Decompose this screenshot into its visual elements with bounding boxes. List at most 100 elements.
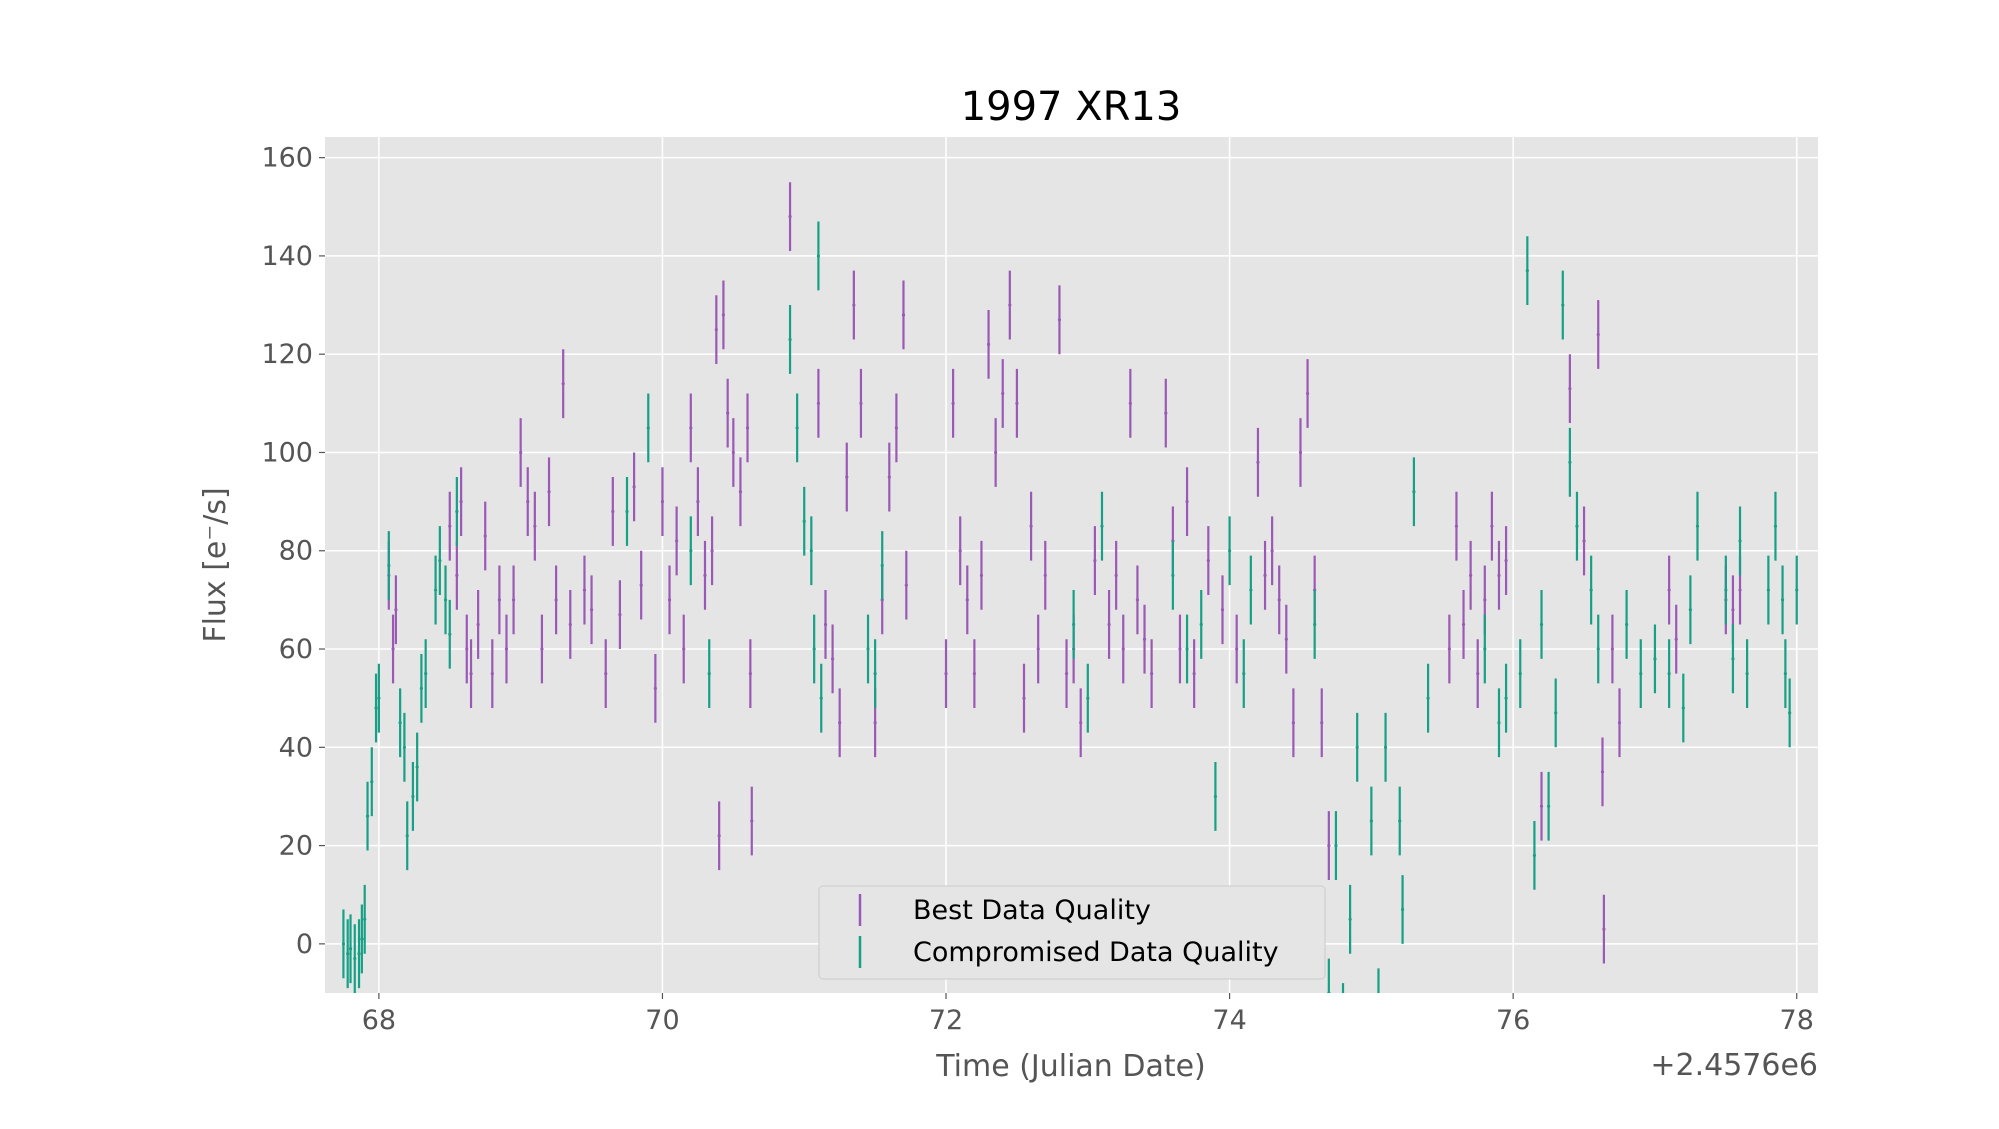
data-point [455, 573, 459, 577]
data-point [1057, 318, 1062, 322]
data-point [1469, 573, 1473, 577]
data-point [1369, 819, 1373, 823]
data-point [726, 411, 730, 415]
data-point [1291, 721, 1295, 725]
data-point [448, 524, 452, 528]
data-point [547, 490, 551, 494]
x-tick-label: 68 [362, 1005, 396, 1036]
data-point [675, 539, 679, 543]
data-point [1192, 671, 1196, 676]
plot-area [325, 137, 1818, 993]
data-point [1249, 588, 1253, 592]
x-tick-label: 72 [929, 1005, 963, 1036]
chart-title: 1997 XR13 [961, 84, 1182, 130]
y-tick-label: 20 [279, 831, 313, 862]
data-point [1596, 332, 1600, 337]
data-point [1001, 391, 1005, 396]
data-point [682, 647, 686, 651]
data-point [1783, 671, 1787, 676]
data-point [1738, 588, 1742, 592]
data-point [1107, 622, 1111, 627]
data-point [1327, 991, 1331, 993]
data-point [561, 382, 565, 386]
data-point [632, 485, 636, 489]
data-point [341, 942, 346, 946]
data-point [887, 475, 891, 479]
data-point [1788, 711, 1792, 715]
data-point [816, 254, 821, 258]
data-point [1412, 490, 1416, 494]
data-point [405, 834, 409, 838]
data-point [880, 563, 884, 568]
data-point [1518, 671, 1522, 676]
data-point [1220, 608, 1225, 612]
y-tick-label: 40 [279, 732, 313, 763]
data-point [469, 671, 473, 676]
data-point [1461, 622, 1466, 627]
data-point [1447, 647, 1451, 651]
data-point [703, 573, 707, 577]
data-point [1164, 411, 1168, 415]
data-point [1036, 647, 1040, 651]
data-point [448, 632, 452, 636]
data-point [1227, 549, 1232, 553]
data-point [433, 588, 438, 592]
data-point [646, 426, 650, 430]
data-point [1688, 608, 1692, 612]
data-point [490, 671, 494, 676]
data-point [750, 819, 754, 823]
data-point [1135, 598, 1140, 602]
data-point [1327, 843, 1331, 848]
data-point [1695, 524, 1700, 528]
data-point [1015, 401, 1019, 405]
data-point [483, 534, 487, 538]
y-tick-label: 140 [261, 241, 313, 272]
data-point [748, 671, 752, 676]
data-point [1731, 657, 1735, 661]
data-point [1731, 608, 1735, 612]
data-point [519, 450, 523, 455]
data-point [838, 721, 842, 725]
data-point [809, 549, 813, 553]
data-point [511, 598, 516, 602]
data-point [1320, 721, 1324, 725]
data-point [1213, 794, 1218, 799]
data-point [353, 957, 357, 961]
data-point [1724, 588, 1728, 592]
data-point [1206, 558, 1210, 563]
legend-label: Best Data Quality [913, 895, 1151, 926]
data-point [951, 401, 955, 405]
data-point [788, 337, 792, 342]
data-point [398, 721, 402, 725]
data-point [819, 696, 823, 700]
data-point [1313, 622, 1317, 627]
data-point [1525, 269, 1529, 273]
data-point [618, 613, 622, 617]
data-point [1377, 1001, 1380, 1004]
data-point [1398, 819, 1402, 823]
data-point [1100, 524, 1104, 528]
data-point [944, 671, 948, 676]
data-point [1150, 671, 1154, 676]
data-point [1667, 671, 1671, 676]
data-point [455, 509, 459, 514]
data-point [1476, 671, 1480, 676]
data-point [1235, 647, 1239, 651]
data-point [859, 401, 863, 405]
data-point [1575, 524, 1579, 528]
data-point [653, 686, 657, 690]
data-point [788, 215, 792, 219]
data-point [1568, 460, 1572, 464]
x-axis-label: Time (Julian Date) [935, 1049, 1206, 1084]
data-point [1093, 558, 1097, 563]
data-point [540, 647, 544, 651]
data-point [443, 598, 448, 602]
data-point [357, 952, 361, 956]
data-point [1561, 303, 1565, 307]
data-point [1504, 696, 1508, 700]
data-point [731, 450, 735, 455]
data-point [1483, 647, 1487, 651]
data-point [1490, 524, 1494, 528]
data-point [625, 509, 629, 514]
data-point [419, 686, 424, 690]
